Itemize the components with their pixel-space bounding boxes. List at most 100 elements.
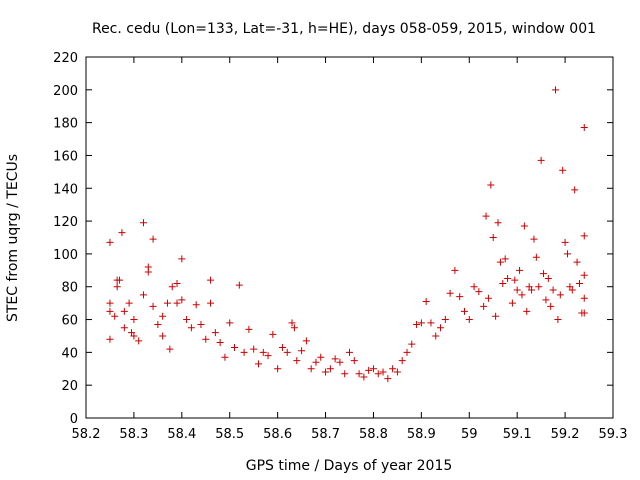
data-point (580, 124, 588, 132)
data-point (480, 302, 488, 310)
data-point (508, 299, 516, 307)
data-point (432, 332, 440, 340)
data-point (355, 370, 363, 378)
data-point (106, 307, 114, 315)
data-point (580, 294, 588, 302)
data-point (302, 337, 310, 345)
data-point (245, 325, 253, 333)
data-point (264, 352, 272, 360)
data-point (116, 276, 124, 284)
data-point (163, 299, 171, 307)
data-point (403, 348, 411, 356)
x-tick-label: 58.8 (359, 427, 388, 442)
data-point (504, 275, 512, 283)
data-point (130, 332, 138, 340)
data-point (120, 307, 128, 315)
data-point (554, 316, 562, 324)
data-point (231, 343, 239, 351)
data-point (374, 370, 382, 378)
data-point (350, 357, 358, 365)
data-point (561, 238, 569, 246)
x-tick-label: 58.9 (407, 427, 436, 442)
data-point (173, 279, 181, 287)
data-point (559, 166, 567, 174)
y-tick-label: 120 (53, 215, 78, 230)
data-point (168, 283, 176, 291)
x-axis-label: GPS time / Days of year 2015 (246, 458, 453, 474)
data-point (384, 375, 392, 383)
data-point (106, 238, 114, 246)
axes: 58.2 58.3 58.4 58.5 58.6 58.7 58.8 58.9 59 59.1 59… (53, 51, 627, 442)
data-point (568, 286, 576, 294)
y-tick-label: 160 (53, 149, 78, 164)
data-point (293, 357, 301, 365)
y-tick-label: 200 (53, 84, 78, 99)
data-point (460, 307, 468, 315)
data-point (226, 319, 234, 327)
data-point (312, 358, 320, 366)
data-point (496, 258, 504, 266)
data-point (207, 276, 215, 284)
data-point (470, 283, 478, 291)
data-point (535, 283, 543, 291)
data-point (441, 316, 449, 324)
data-point (144, 268, 152, 276)
data-point (235, 281, 243, 289)
data-point (360, 373, 368, 381)
y-tick-label: 0 (70, 412, 78, 427)
data-point (379, 368, 387, 376)
y-tick-label: 180 (53, 117, 78, 132)
data-point (542, 296, 550, 304)
y-tick-label: 20 (61, 379, 78, 394)
data-point (437, 324, 445, 332)
data-point (274, 365, 282, 373)
data-point (254, 360, 262, 368)
x-tick-label: 59.3 (599, 427, 628, 442)
plot-frame (85, 56, 614, 419)
data-point (178, 255, 186, 263)
data-point (135, 337, 143, 345)
data-point (520, 222, 528, 230)
data-point (523, 307, 531, 315)
data-point (139, 291, 147, 299)
data-point (307, 365, 315, 373)
data-point (106, 335, 114, 343)
data-point (139, 219, 147, 227)
data-point (456, 293, 464, 301)
data-point (571, 186, 579, 194)
data-point (537, 156, 545, 164)
data-point (290, 324, 298, 332)
data-point (393, 368, 401, 376)
data-point (278, 343, 286, 351)
data-point (113, 283, 121, 291)
x-tick-label: 58.6 (263, 427, 292, 442)
data-point (369, 365, 377, 373)
x-tick-label: 59.2 (551, 427, 580, 442)
data-point (183, 316, 191, 324)
x-tick-label: 58.5 (215, 427, 244, 442)
data-point (159, 332, 167, 340)
data-point (118, 229, 126, 237)
data-point (106, 299, 114, 307)
data-point (446, 289, 454, 297)
data-point (120, 324, 128, 332)
data-point (422, 297, 430, 305)
data-point (259, 348, 267, 356)
data-point (288, 319, 296, 327)
data-point (240, 348, 248, 356)
data-point (544, 275, 552, 283)
data-point (398, 357, 406, 365)
x-tick-label: 58.2 (72, 427, 101, 442)
data-point (489, 234, 497, 241)
data-point (408, 340, 416, 348)
data-point (125, 299, 133, 307)
data-point (552, 86, 560, 94)
data-point (341, 370, 349, 378)
data-point (580, 232, 588, 240)
data-point (187, 324, 195, 332)
data-point (563, 250, 571, 258)
data-point (202, 335, 210, 343)
x-tick-label: 59.1 (503, 427, 532, 442)
data-point (518, 291, 526, 299)
